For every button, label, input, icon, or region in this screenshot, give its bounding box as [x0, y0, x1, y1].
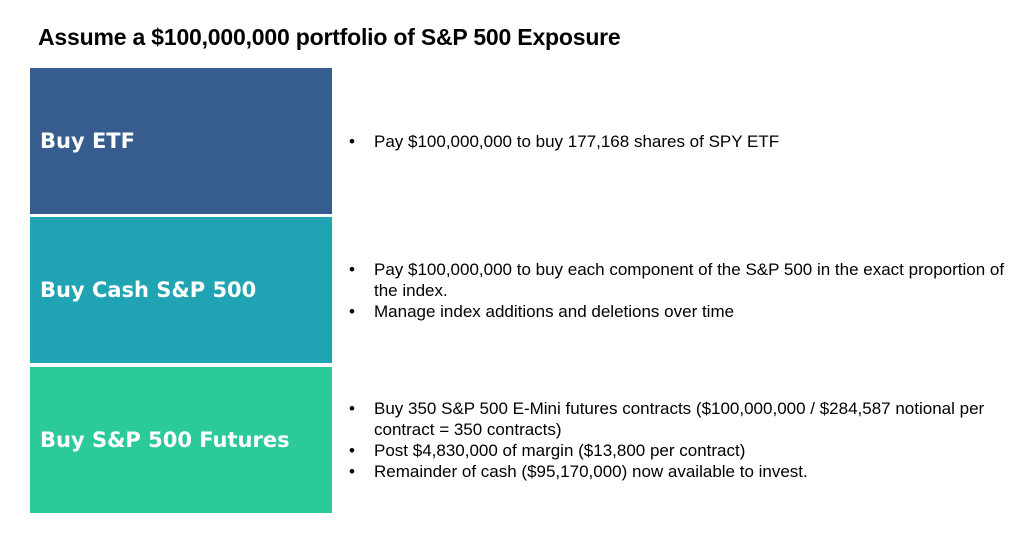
buy-sp500-futures-bullets: • Buy 350 S&P 500 E-Mini futures contrac… [342, 367, 1022, 513]
bullet-glyph: • [349, 462, 355, 481]
row-buy-cash-sp500: Buy Cash S&P 500 • Pay $100,000,000 to b… [30, 217, 1024, 363]
bullet-text: Manage index additions and deletions ove… [374, 301, 735, 321]
buy-cash-sp500-bullets: • Pay $100,000,000 to buy each component… [342, 217, 1022, 363]
bullet-text: Pay $100,000,000 to buy each component o… [374, 259, 1005, 300]
bullet-item: • Buy 350 S&P 500 E-Mini futures contrac… [342, 398, 1022, 440]
bullet-item: • Manage index additions and deletions o… [342, 301, 1022, 322]
buy-sp500-futures-label: Buy S&P 500 Futures [40, 428, 290, 452]
bullet-text: Buy 350 S&P 500 E-Mini futures contracts… [374, 399, 985, 439]
bullet-text: Pay $100,000,000 to buy 177,168 shares o… [374, 131, 780, 151]
buy-cash-sp500-label: Buy Cash S&P 500 [40, 278, 257, 302]
bullet-item: • Post $4,830,000 of margin ($13,800 per… [342, 440, 1022, 461]
page-title: Assume a $100,000,000 portfolio of S&P 5… [38, 24, 621, 50]
bullet-text: Remainder of cash ($95,170,000) now avai… [374, 462, 808, 481]
bullet-text: Post $4,830,000 of margin ($13,800 per c… [374, 441, 746, 460]
bullet-item: • Remainder of cash ($95,170,000) now av… [342, 461, 1022, 482]
buy-etf-box: Buy ETF [30, 68, 332, 214]
bullet-glyph: • [349, 399, 355, 418]
row-buy-sp500-futures: Buy S&P 500 Futures • Buy 350 S&P 500 E-… [30, 367, 1024, 513]
buy-sp500-futures-box: Buy S&P 500 Futures [30, 367, 332, 513]
buy-etf-label: Buy ETF [40, 129, 135, 153]
row-buy-etf: Buy ETF • Pay $100,000,000 to buy 177,16… [30, 68, 1024, 214]
bullet-glyph: • [349, 131, 355, 151]
bullet-item: • Pay $100,000,000 to buy each component… [342, 259, 1022, 301]
buy-cash-sp500-box: Buy Cash S&P 500 [30, 217, 332, 363]
bullet-glyph: • [349, 259, 355, 279]
buy-etf-bullets: • Pay $100,000,000 to buy 177,168 shares… [342, 68, 1022, 214]
bullet-glyph: • [349, 441, 355, 460]
bullet-item: • Pay $100,000,000 to buy 177,168 shares… [342, 131, 1022, 152]
bullet-glyph: • [349, 301, 355, 321]
